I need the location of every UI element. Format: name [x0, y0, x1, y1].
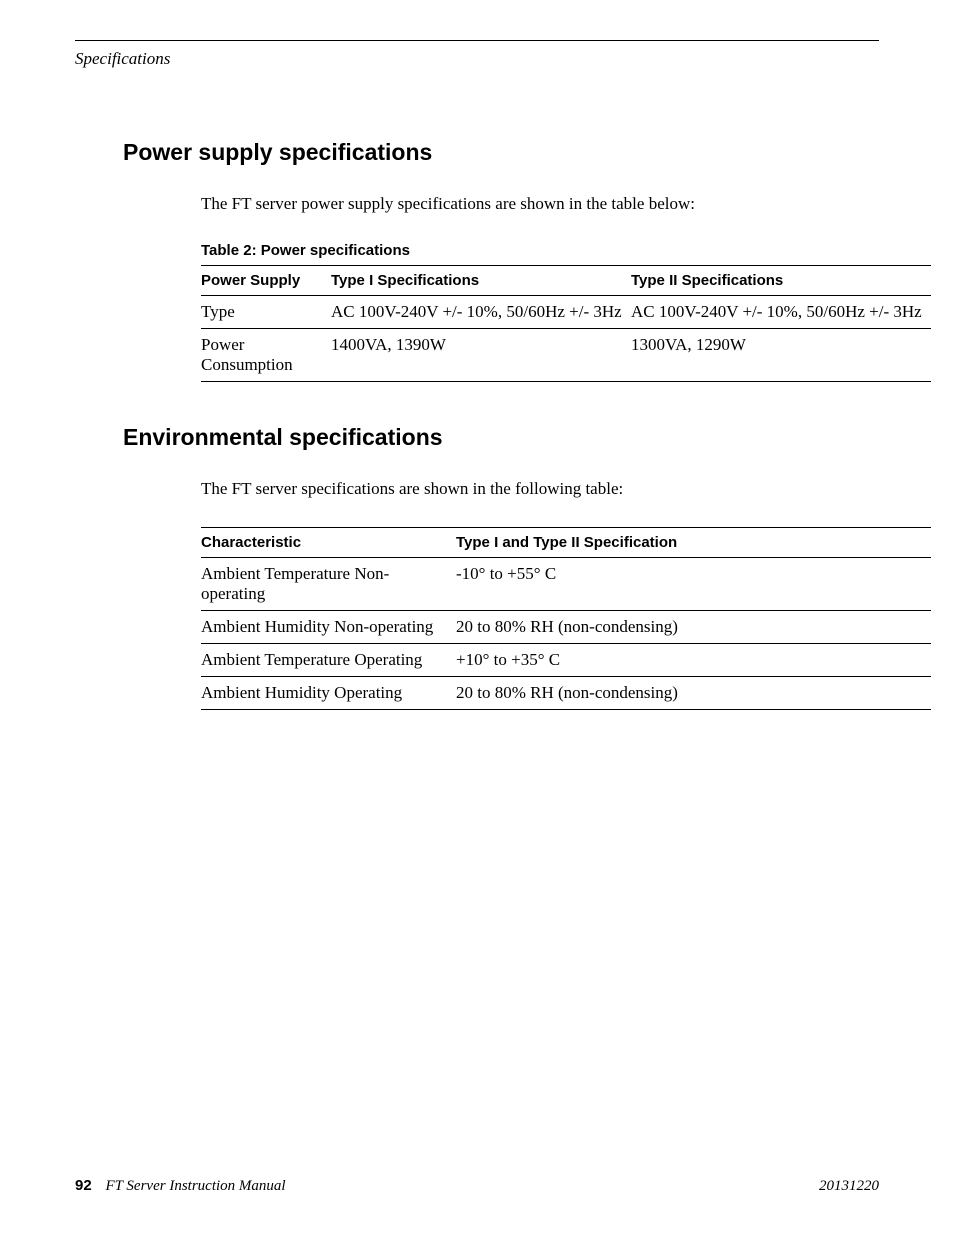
intro-power: The FT server power supply specification…	[201, 194, 879, 214]
power-spec-table: Power Supply Type I Specifications Type …	[201, 265, 931, 382]
table-row: Type AC 100V-240V +/- 10%, 50/60Hz +/- 3…	[201, 296, 931, 329]
col-header: Type II Specifications	[631, 266, 931, 296]
footer-left: 92 FT Server Instruction Manual	[75, 1177, 286, 1195]
cell: +10° to +35° C	[456, 644, 931, 677]
col-header: Type I and Type II Specification	[456, 528, 931, 558]
cell: -10° to +55° C	[456, 558, 931, 611]
cell: Type	[201, 296, 331, 329]
col-header: Characteristic	[201, 528, 456, 558]
cell: AC 100V-240V +/- 10%, 50/60Hz +/- 3Hz	[631, 296, 931, 329]
top-rule	[75, 40, 879, 41]
table-row: Ambient Temperature Operating +10° to +3…	[201, 644, 931, 677]
cell: AC 100V-240V +/- 10%, 50/60Hz +/- 3Hz	[331, 296, 631, 329]
table-row: Ambient Humidity Operating 20 to 80% RH …	[201, 677, 931, 710]
cell: 1400VA, 1390W	[331, 329, 631, 382]
cell: Ambient Humidity Non-operating	[201, 611, 456, 644]
table-header-row: Power Supply Type I Specifications Type …	[201, 266, 931, 296]
col-header: Power Supply	[201, 266, 331, 296]
running-head: Specifications	[75, 49, 879, 69]
cell: Ambient Humidity Operating	[201, 677, 456, 710]
table-row: Ambient Temperature Non-operating -10° t…	[201, 558, 931, 611]
section-heading-env: Environmental specifications	[123, 424, 879, 451]
cell: 20 to 80% RH (non-condensing)	[456, 677, 931, 710]
page-number: 92	[75, 1177, 92, 1194]
env-spec-table: Characteristic Type I and Type II Specif…	[201, 527, 931, 710]
footer-date: 20131220	[819, 1178, 879, 1195]
table-row: Ambient Humidity Non-operating 20 to 80%…	[201, 611, 931, 644]
section-heading-power: Power supply specifications	[123, 139, 879, 166]
cell: Ambient Temperature Non-operating	[201, 558, 456, 611]
col-header: Type I Specifications	[331, 266, 631, 296]
table-caption-power: Table 2: Power specifications	[201, 242, 879, 259]
cell: Ambient Temperature Operating	[201, 644, 456, 677]
cell: 1300VA, 1290W	[631, 329, 931, 382]
table-row: Power Consumption 1400VA, 1390W 1300VA, …	[201, 329, 931, 382]
manual-title: FT Server Instruction Manual	[105, 1178, 285, 1194]
table-header-row: Characteristic Type I and Type II Specif…	[201, 528, 931, 558]
cell: 20 to 80% RH (non-condensing)	[456, 611, 931, 644]
intro-env: The FT server specifications are shown i…	[201, 479, 879, 499]
cell: Power Consumption	[201, 329, 331, 382]
page-footer: 92 FT Server Instruction Manual 20131220	[75, 1177, 879, 1195]
